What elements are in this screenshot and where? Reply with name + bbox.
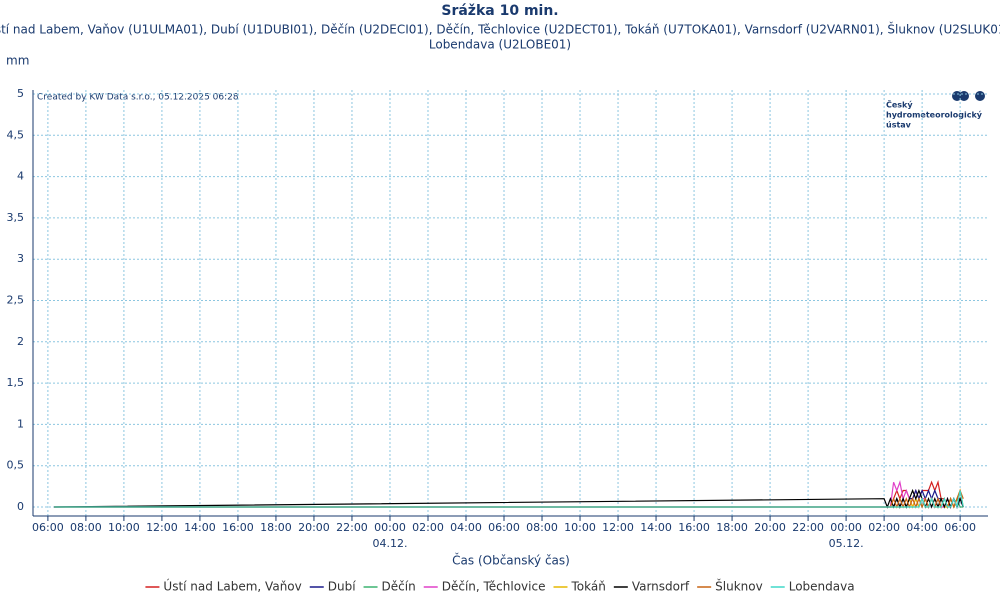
series-line: [54, 488, 964, 509]
y-tick-label: 4: [17, 170, 24, 183]
y-tick-label: 4,5: [7, 128, 25, 141]
series-line: [54, 479, 964, 509]
x-tick-label: 08:00: [70, 521, 102, 534]
legend-label: Šluknov: [715, 579, 763, 594]
x-tick-label: 22:00: [336, 521, 368, 534]
x-tick-label: 00:00: [830, 521, 862, 534]
chart-subtitle: Lobendava (U2LOBE01): [429, 38, 571, 52]
logo-text: Český: [886, 99, 913, 110]
x-tick-label: 06:00: [488, 521, 520, 534]
x-date-label: 04.12.: [372, 537, 407, 550]
legend-label: Děčín: [382, 580, 416, 594]
x-tick-label: 08:00: [526, 521, 558, 534]
x-tick-label: 20:00: [754, 521, 786, 534]
logo-text: ústav: [886, 121, 912, 130]
y-tick-label: 5: [17, 87, 24, 100]
legend-label: Lobendava: [789, 580, 855, 594]
x-tick-label: 20:00: [298, 521, 330, 534]
y-tick-label: 3: [17, 252, 24, 265]
series-line: [54, 480, 964, 509]
x-tick-label: 12:00: [146, 521, 178, 534]
y-tick-label: 0,5: [7, 459, 25, 472]
x-tick-label: 06:00: [32, 521, 64, 534]
x-tick-label: 16:00: [222, 521, 254, 534]
chart-title: Srážka 10 min.: [441, 3, 558, 19]
legend-label: Ústí nad Labem, Vaňov: [163, 579, 301, 594]
x-axis-label: Čas (Občanský čas): [452, 553, 570, 568]
y-tick-label: 2: [17, 335, 24, 348]
x-tick-label: 10:00: [108, 521, 140, 534]
x-tick-label: 00:00: [374, 521, 406, 534]
x-tick-label: 22:00: [792, 521, 824, 534]
y-tick-label: 3,5: [7, 211, 25, 224]
y-tick-label: 1,5: [7, 376, 25, 389]
x-tick-label: 18:00: [716, 521, 748, 534]
x-tick-label: 04:00: [906, 521, 938, 534]
legend-label: Tokáň: [570, 580, 605, 594]
x-tick-label: 16:00: [678, 521, 710, 534]
series-line: [54, 490, 964, 510]
series-line: [54, 488, 964, 509]
legend-label: Dubí: [328, 580, 356, 594]
x-tick-label: 14:00: [640, 521, 672, 534]
legend-label: Varnsdorf: [632, 580, 690, 594]
credit: Created by KW Data s.r.o., 05.12.2025 06…: [37, 93, 239, 103]
y-tick-label: 0: [17, 500, 24, 513]
x-date-label: 05.12.: [829, 537, 864, 550]
x-tick-label: 04:00: [450, 521, 482, 534]
y-tick-label: 1: [17, 417, 24, 430]
x-tick-label: 02:00: [868, 521, 900, 534]
y-axis-label: mm: [6, 54, 29, 68]
y-tick-label: 2,5: [7, 294, 25, 307]
legend-label: Děčín, Těchlovice: [442, 580, 546, 594]
x-tick-label: 06:00: [944, 521, 976, 534]
x-tick-label: 10:00: [564, 521, 596, 534]
x-tick-label: 14:00: [184, 521, 216, 534]
x-tick-label: 02:00: [412, 521, 444, 534]
x-tick-label: 18:00: [260, 521, 292, 534]
logo: Český hydrometeorologický ústav: [886, 91, 985, 130]
logo-text: hydrometeorologický: [886, 111, 983, 120]
x-tick-label: 12:00: [602, 521, 634, 534]
chart-subtitle: Ústí nad Labem, Vaňov (U1ULMA01), Dubí (…: [0, 22, 1000, 37]
